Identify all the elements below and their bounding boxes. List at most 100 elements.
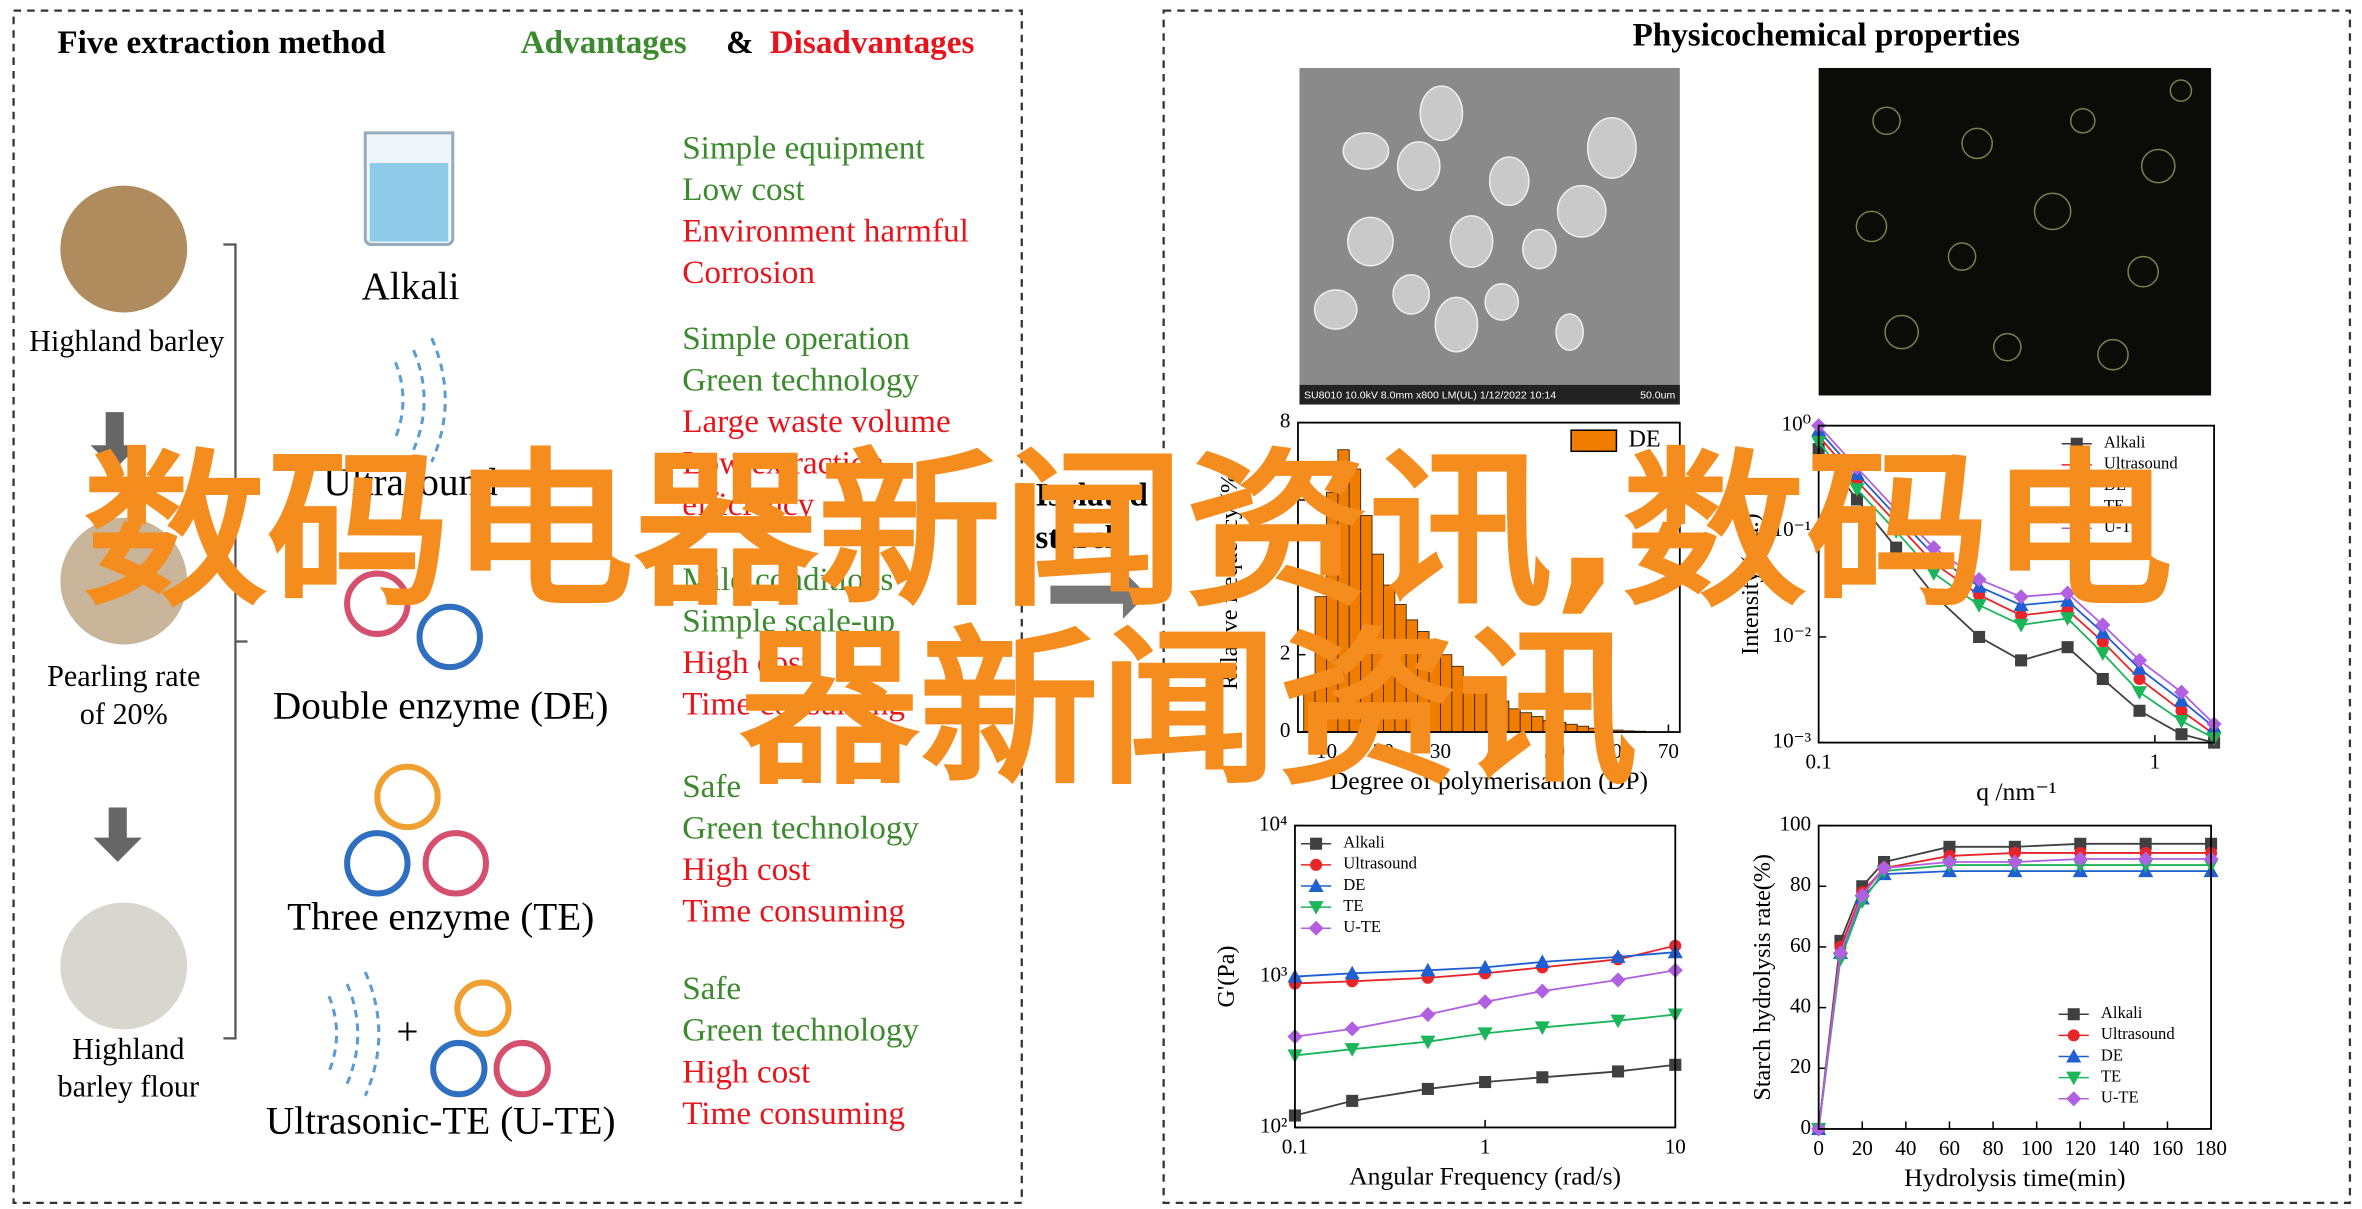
x-tick-label: 70 [1658,739,1679,763]
legend-label: DE [2101,1045,2123,1064]
x-tick-label: 0.1 [1805,750,1831,774]
x-tick-label: 20 [1373,739,1394,763]
marker [1610,1014,1626,1029]
marker [1420,1035,1436,1050]
arrow-label: starch [1035,519,1123,556]
marker [2173,693,2190,707]
x-tick-label: 60 [1601,739,1622,763]
marker [2096,672,2109,686]
marker [2175,728,2188,741]
marker [2008,846,2021,859]
y-tick-label: 60 [1790,933,1811,957]
marker [2067,1008,2080,1021]
legend-label: Alkali [2104,433,2146,452]
y-tick-label: 10⁻³ [1773,728,1812,752]
x-tick-label: 60 [1939,1136,1960,1160]
legend-label: DE [1343,875,1365,894]
sem-caption: SU8010 10.0kV 8.0mm x800 LM(UL) 1/12/202… [1304,389,1556,401]
legend-label: U-TE [1343,917,1381,936]
y-tick-label: 0 [1280,718,1291,742]
disadvantage: Time consuming [682,1095,905,1132]
method-name: Ultrasonic-TE (U-TE) [266,1099,616,1142]
marker [1534,954,1550,968]
marker [1888,502,1904,518]
marker [2096,635,2109,648]
left-panel-frame [12,9,1023,1205]
down-arrow [93,807,142,862]
marker [2175,704,2188,717]
marker [1534,1021,1550,1035]
y-axis-label: Relative frequency (%) [1216,465,1243,690]
watermark-text: 器新闻资讯 [740,611,1638,808]
x-tick-label: 1 [1480,1134,1491,1158]
marker [2131,661,2148,675]
watermark: 数码电器新闻资讯,数码电器新闻资讯 [83,433,2173,808]
down-arrow [90,412,139,470]
marker [1926,540,1942,556]
advantage: Low cost [682,171,805,208]
series-line [1817,870,2212,1130]
y-tick-label: 6 [1280,486,1291,510]
advantage: Green technology [682,361,919,398]
series-line [1817,858,2212,1130]
marker [1832,945,1849,961]
marker [1310,837,1323,850]
sem-granules [1313,85,1637,353]
x-tick-label: 160 [2152,1136,2184,1160]
ampersand: & [726,24,754,61]
barley-photo [60,185,188,313]
y-tick-label: 10⁰ [1782,411,1812,435]
marker [1926,567,1942,581]
x-tick-label: 10 [1316,739,1337,763]
marker [1420,1006,1436,1023]
marker [2131,686,2148,700]
y-tick-label: 8 [1280,408,1291,432]
disadvantage: Corrosion [682,254,815,291]
marker [1876,860,1892,876]
legend-label: U-TE [2104,517,2142,536]
marker [2072,851,2088,867]
arrow-label: Isolated [1035,477,1148,514]
marker [2060,612,2076,626]
right-panel-frame [1162,9,2352,1205]
legend-label: Ultrasound [2101,1024,2175,1043]
marker [2133,704,2146,717]
marker [1308,901,1324,915]
plot-frame [1297,421,1681,733]
marker [1941,854,1958,870]
legend-label: U-TE [2101,1088,2139,1107]
y-tick-label: 2 [1280,641,1291,665]
marker [1346,1094,1359,1107]
disadvantages-heading: Disadvantages [770,24,975,61]
polarized-image [1818,67,2212,396]
x-tick-label: 100 [2021,1136,2053,1160]
y-axis-label: Intensity (a.u.) [1737,513,1764,654]
x-tick-label: 20 [1852,1136,1873,1160]
disadvantage: Time consuming [682,893,905,930]
disadvantage: High cost [682,644,811,681]
marker [2015,654,2028,667]
marker [1308,920,1324,936]
y-tick-label: 10² [1260,1113,1287,1137]
legend-label: DE [1628,425,1660,452]
marker [1610,949,1626,963]
marker [1344,965,1360,980]
legend-label: Alkali [2101,1003,2143,1022]
marker [1854,887,1870,903]
marker [2015,609,2028,622]
marker [1850,493,1864,506]
x-axis-label: Degree of polymerisation (DP) [1330,766,1648,795]
series-line [1817,852,2212,1130]
y-tick-label: 10⁴ [1259,811,1287,835]
x-tick-label: 80 [1983,1136,2004,1160]
y-tick-label: 10³ [1260,962,1287,986]
marker [2074,837,2087,850]
marker [1849,460,1865,476]
x-tick-label: 40 [1895,1136,1916,1160]
marker [1344,1021,1360,1037]
plot-frame [1817,424,2215,744]
advantage: Simple scale-up [682,603,895,640]
marker [1477,994,1493,1010]
marker [2070,437,2083,450]
x-axis-label: Angular Frequency (rad/s) [1349,1162,1621,1191]
